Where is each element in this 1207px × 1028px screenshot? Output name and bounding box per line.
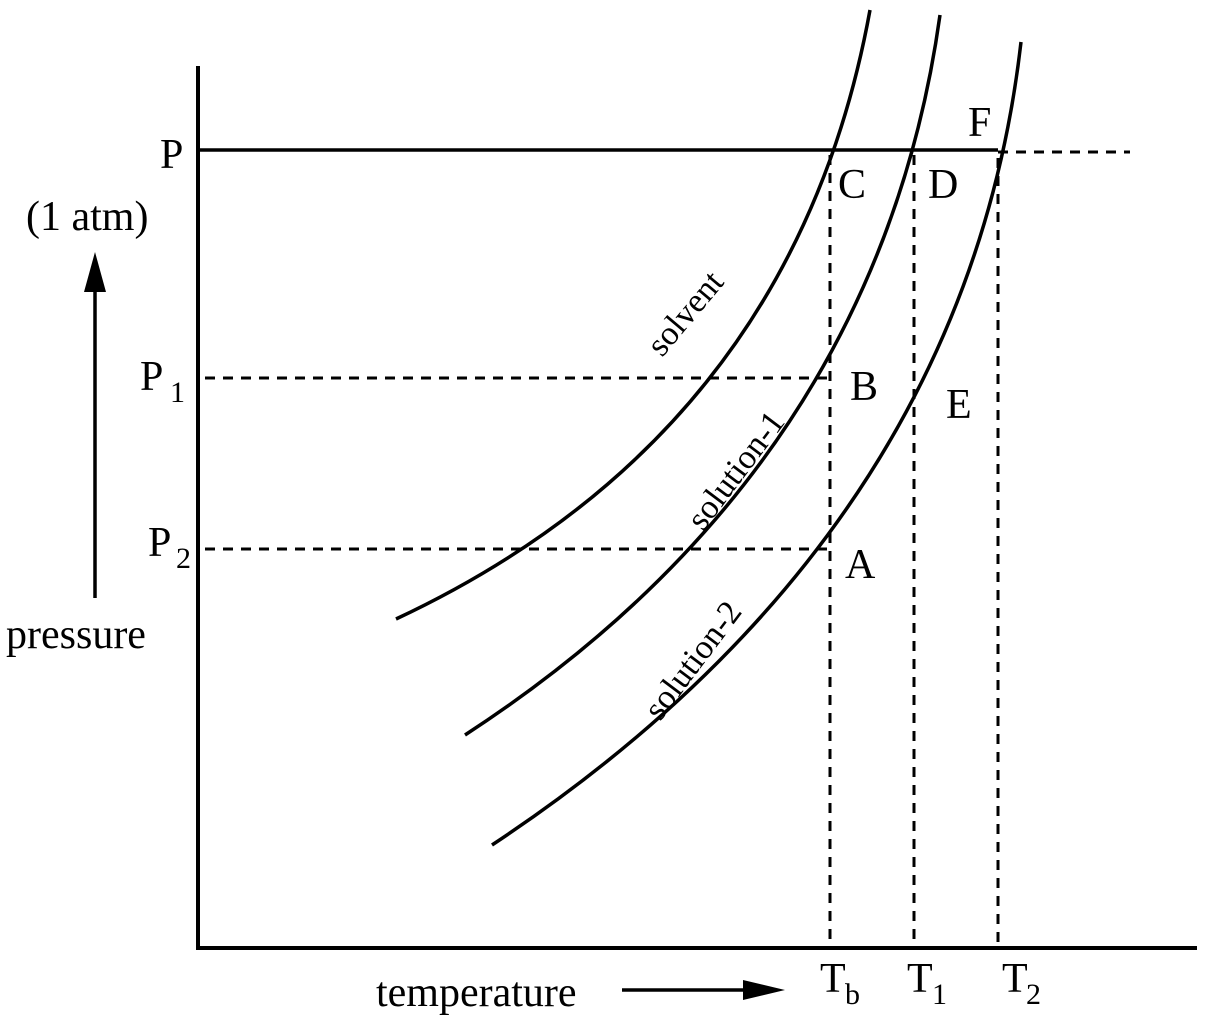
point-c-label: C <box>838 162 866 208</box>
point-f-label: F <box>968 100 991 146</box>
t1-subscript: 1 <box>932 978 947 1011</box>
pressure-arrow-head <box>84 252 106 292</box>
t2-subscript: 2 <box>1026 978 1041 1011</box>
solvent-curve <box>395 9 872 621</box>
p1-subscript: 1 <box>170 376 185 409</box>
x-axis-label: temperature <box>376 970 577 1016</box>
solution-1-curve-label: solution-1 <box>680 404 793 536</box>
point-a-label: A <box>845 542 876 588</box>
tb-subscript: b <box>845 978 860 1011</box>
p2-label: P <box>148 520 171 566</box>
p1-label: P <box>140 354 163 400</box>
tb-label: T <box>820 956 846 1002</box>
p-unit-label: (1 atm) <box>26 194 148 240</box>
solution-1-curve <box>464 14 942 737</box>
solution-2-curve <box>491 41 1023 847</box>
y-axis-label: pressure <box>6 612 146 658</box>
t2-label: T <box>1002 956 1028 1002</box>
p-label: P <box>160 132 183 178</box>
solvent-curve-label: solvent <box>640 264 732 363</box>
point-d-label: D <box>928 162 958 208</box>
point-b-label: B <box>850 364 878 410</box>
point-e-label: E <box>946 382 972 428</box>
t1-label: T <box>907 956 933 1002</box>
solution-2-curve-label: solution-2 <box>637 594 750 726</box>
p2-subscript: 2 <box>176 542 191 575</box>
temperature-arrow-head <box>743 980 785 1000</box>
